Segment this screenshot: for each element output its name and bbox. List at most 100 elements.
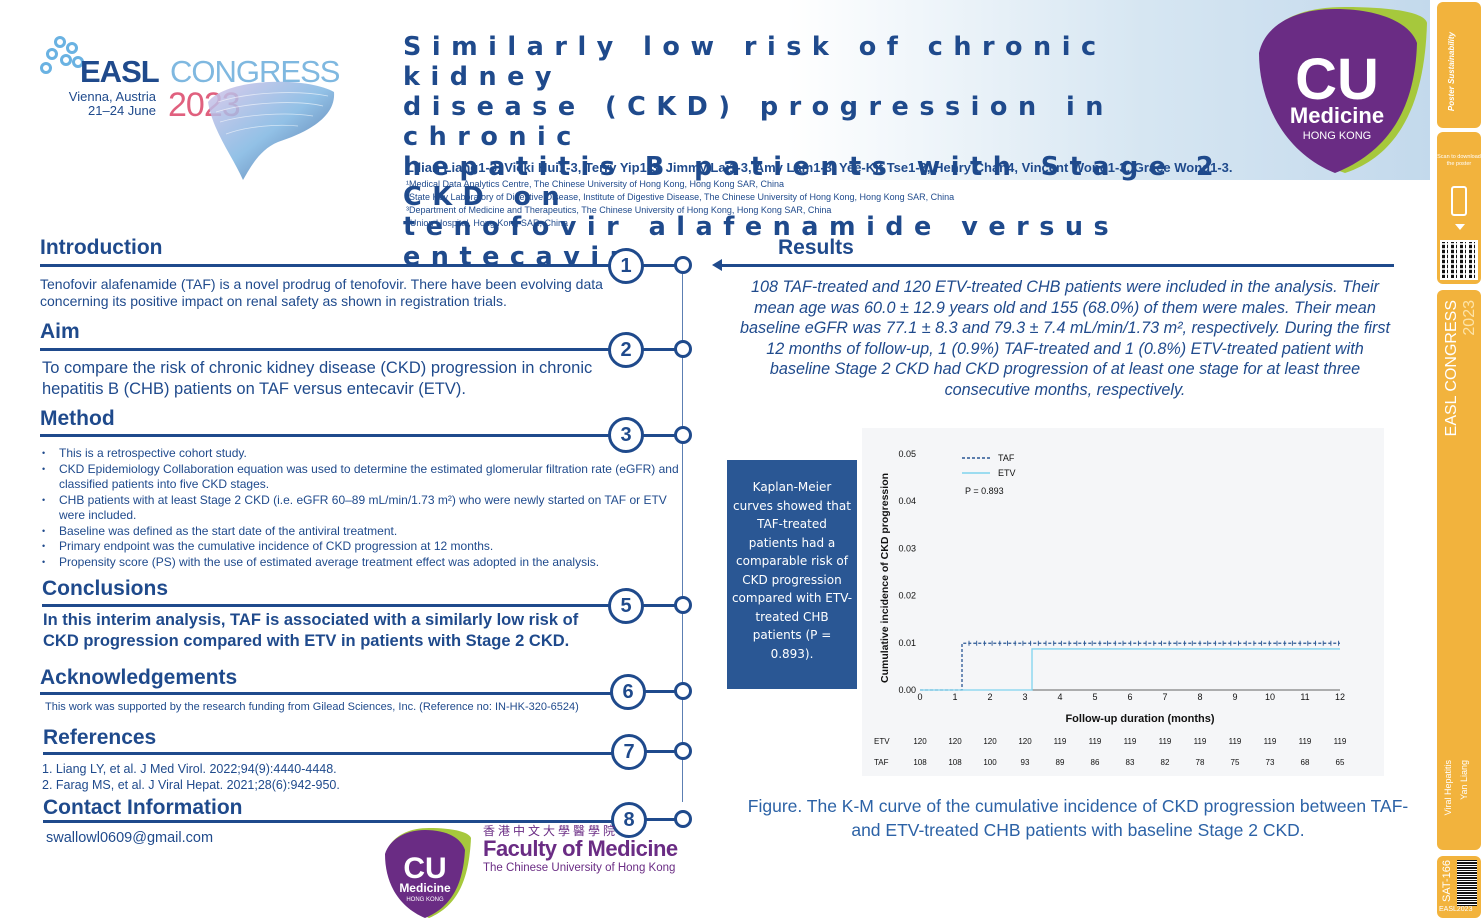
figure-caption: Figure. The K-M curve of the cumulative …	[747, 796, 1409, 840]
connector	[642, 348, 676, 351]
results-rule	[720, 264, 1394, 267]
x-tick-label: 5	[1092, 692, 1097, 702]
risk-cell: 120	[983, 737, 997, 746]
aim-text: To compare the risk of chronic kidney di…	[42, 359, 593, 398]
faculty-logo: CU Medicine HONG KONG 香港中文大學醫學院 Faculty …	[383, 824, 683, 920]
title-line: tenofovir alafenamide versus entecavir	[403, 212, 1120, 272]
ribbon-sustainability: Poster Sustainability	[1437, 2, 1481, 128]
risk-cell: 93	[1021, 758, 1030, 767]
risk-cell: 120	[1018, 737, 1032, 746]
ribbon-info: EASL CONGRESS 2023 Viral Hepatitis Yan L…	[1437, 290, 1481, 850]
cu-badge-hk: HONG KONG	[1303, 130, 1371, 142]
acknowledgements-heading: Acknowledgements	[40, 666, 238, 689]
km-summary-box: Kaplan-Meier curves showed that TAF-trea…	[727, 460, 857, 689]
y-tick-label: 0.03	[898, 543, 916, 553]
conclusions-heading: Conclusions	[42, 577, 169, 600]
x-tick-label: 4	[1057, 692, 1062, 702]
title-line: disease (CKD) progression in chronic	[403, 92, 1114, 152]
scan-label: Scan to download the poster	[1437, 154, 1481, 167]
section-number: 6	[610, 674, 646, 710]
x-tick-label: 6	[1127, 692, 1132, 702]
x-tick-label: 9	[1232, 692, 1237, 702]
risk-cell: 120	[948, 737, 962, 746]
introduction-text: Tenofovir alafenamide (TAF) is a novel p…	[40, 276, 603, 309]
method-heading: Method	[40, 407, 115, 430]
affiliation: ⁴Union Hospital, Hong Kong SAR, China	[406, 218, 568, 228]
series-line-etv	[920, 648, 1340, 691]
cu-logo-hk: HONG KONG	[406, 897, 444, 903]
timeline-node	[674, 742, 692, 760]
risk-cell: 119	[1089, 737, 1102, 746]
y-tick-label: 0.05	[898, 449, 916, 459]
section-rule	[40, 264, 612, 267]
section-number: 5	[608, 588, 644, 624]
easl-dates: 21–24 June	[88, 103, 156, 118]
x-tick-label: 7	[1162, 692, 1167, 702]
method-item: Primary endpoint was the cumulative inci…	[42, 539, 682, 555]
risk-cell: 119	[1159, 737, 1172, 746]
conclusions-text: In this interim analysis, TAF is associa…	[43, 611, 579, 650]
results-text: 108 TAF-treated and 120 ETV-treated CHB …	[740, 278, 1390, 399]
risk-cell: 68	[1301, 758, 1310, 767]
timeline-vertical	[682, 274, 683, 802]
risk-cell: 119	[1194, 737, 1207, 746]
legend-taf-label: TAF	[998, 453, 1015, 463]
liver-illustration	[208, 81, 335, 180]
chart-background	[862, 428, 1384, 776]
section-rule	[40, 348, 612, 351]
cu-logo-medicine: Medicine	[399, 881, 451, 895]
qr-code[interactable]	[1440, 240, 1478, 280]
ribbon-topic: Viral Hepatitis	[1443, 760, 1453, 816]
cu-medicine-logo: CU Medicine HONG KONG	[385, 828, 471, 918]
method-item: CKD Epidemiology Collaboration equation …	[42, 462, 682, 493]
easl-dots-icon	[40, 36, 84, 78]
easl-city: Vienna, Austria	[68, 89, 156, 104]
risk-cell: 83	[1126, 758, 1135, 767]
affiliation: ²State Key Laboratory of Digestive Disea…	[406, 192, 955, 202]
connector	[644, 690, 676, 693]
y-tick-label: 0.02	[898, 591, 916, 601]
ribbon-code: SAT-166 EASL2023	[1437, 856, 1481, 918]
affiliations: ¹Medical Data Analytics Centre, The Chin…	[406, 178, 954, 230]
risk-row-label: ETV	[874, 737, 890, 746]
x-tick-label: 3	[1022, 692, 1027, 702]
title-line: Similarly low risk of chronic kidney	[403, 32, 1107, 92]
timeline-node	[674, 596, 692, 614]
risk-cell: 119	[1264, 737, 1277, 746]
risk-cell: 75	[1231, 758, 1240, 767]
reference-item: 2. Farag MS, et al. J Viral Hepat. 2021;…	[42, 778, 340, 792]
section-rule	[40, 692, 612, 695]
method-item: Propensity score (PS) with the use of es…	[42, 555, 682, 571]
acknowledgements-text: This work was supported by the research …	[45, 701, 579, 713]
timeline-node	[674, 256, 692, 274]
km-chart: Cumulative incidence of CKD progression …	[874, 449, 1347, 767]
risk-cell: 89	[1056, 758, 1065, 767]
risk-cell: 108	[948, 758, 962, 767]
title-line: hepatitis B patients with Stage 2 CKD on	[403, 152, 1225, 212]
easl-word: EASL	[80, 54, 160, 89]
references-list: 1. Liang LY, et al. J Med Virol. 2022;94…	[42, 761, 340, 793]
method-item: CHB patients with at least Stage 2 CKD (…	[42, 493, 682, 524]
university-name: The Chinese University of Hong Kong	[483, 862, 676, 874]
contact-heading: Contact Information	[43, 796, 243, 819]
cu-logo-cu: CU	[403, 852, 446, 885]
affiliation: ³Department of Medicine and Therapeutics…	[406, 205, 832, 215]
x-tick-label: 10	[1265, 692, 1275, 702]
contact-email[interactable]: swallowl0609@gmail.com	[46, 830, 214, 846]
section-rule	[40, 434, 612, 437]
section-rule	[43, 820, 613, 823]
x-tick-label: 1	[952, 692, 957, 702]
aim-heading: Aim	[40, 320, 80, 343]
poster-code: SAT-166	[1441, 860, 1453, 902]
ribbon-scan: Scan to download the poster	[1437, 132, 1481, 284]
method-list: This is a retrospective cohort study. CK…	[42, 446, 682, 570]
p-value-annotation: P = 0.893	[965, 486, 1004, 496]
ribbon-year: 2023	[1461, 300, 1478, 336]
risk-cell: 65	[1336, 758, 1345, 767]
x-tick-label: 11	[1300, 692, 1309, 702]
risk-cell: 119	[1124, 737, 1137, 746]
cu-badge-medicine: Medicine	[1290, 103, 1384, 128]
x-tick-label: 2	[987, 692, 992, 702]
phone-icon	[1451, 186, 1467, 216]
results-heading: Results	[778, 236, 854, 259]
